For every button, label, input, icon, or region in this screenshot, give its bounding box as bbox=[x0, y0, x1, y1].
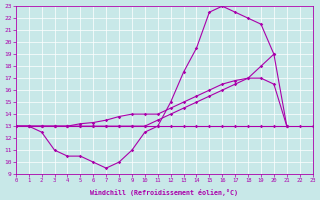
X-axis label: Windchill (Refroidissement éolien,°C): Windchill (Refroidissement éolien,°C) bbox=[90, 189, 238, 196]
